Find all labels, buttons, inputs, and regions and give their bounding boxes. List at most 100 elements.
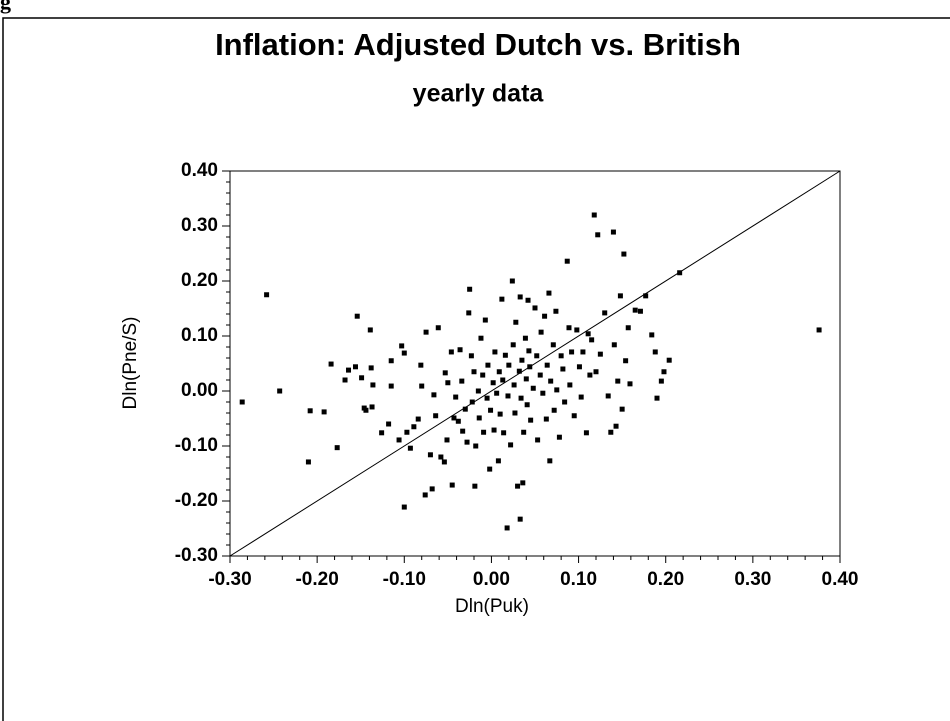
point [418,362,424,368]
point [625,325,631,331]
point [422,492,428,498]
point [553,308,559,314]
point [520,480,526,486]
point [508,442,514,448]
point [442,370,448,376]
point [464,439,470,445]
point [471,369,477,375]
point [494,390,500,396]
point [496,369,502,375]
point [605,393,611,399]
point [460,428,466,434]
point [277,388,283,394]
point [621,251,627,257]
y-tick-label: 0.40 [181,160,218,181]
point [473,443,479,449]
point [363,407,369,413]
point [504,525,510,531]
point [658,378,664,384]
point [453,394,459,400]
point [451,415,457,421]
point [352,364,358,370]
point [560,366,566,372]
point [564,258,570,264]
point [528,417,534,423]
point [515,483,521,489]
point [637,308,643,314]
point [602,310,608,316]
point [497,411,503,417]
x-tick-label: -0.30 [208,569,251,590]
point [328,361,334,367]
point [468,353,474,359]
point [354,313,360,319]
point [519,357,525,363]
y-axis-label: Dln(Pne/S) [120,317,141,410]
point [617,293,623,299]
point [491,427,497,433]
point [517,294,523,300]
point [643,293,649,299]
point [369,404,375,410]
x-tick-label: 0.30 [734,569,771,590]
x-tick-label: 0.40 [822,569,859,590]
point [419,383,425,389]
point [438,454,444,460]
point [388,358,394,364]
point [556,434,562,440]
point [449,482,455,488]
point [611,342,617,348]
point [816,327,822,333]
point [506,362,512,368]
point [500,377,506,383]
point [608,429,614,435]
x-tick-label: -0.10 [383,569,426,590]
y-tick-label: 0.30 [181,215,218,236]
point [411,424,417,430]
point [530,385,536,391]
point [485,362,491,368]
point [569,349,575,355]
point [627,381,633,387]
x-tick-label: 0.10 [560,569,597,590]
point [396,437,402,443]
point [482,317,488,323]
point [534,353,540,359]
point [544,362,550,368]
point [535,437,541,443]
x-tick-label: -0.20 [295,569,338,590]
point [431,392,437,398]
point [580,349,586,355]
point [591,212,597,218]
frame [2,17,950,721]
caption-fragment: g [0,0,11,14]
point [433,413,439,419]
point [379,430,385,436]
point [554,387,560,393]
point [527,364,533,370]
x-tick-label: 0.00 [473,569,510,590]
point [574,327,580,333]
point [623,358,629,364]
point [619,406,625,412]
point [472,483,478,489]
point [239,399,245,405]
point [583,430,589,436]
point [593,369,599,375]
point [481,429,487,435]
point [538,329,544,335]
point [459,378,465,384]
point [615,378,621,384]
point [613,423,619,429]
point [525,297,531,303]
point [585,331,591,337]
y-tick-label: -0.20 [175,490,218,511]
point [526,348,532,354]
point [484,395,490,401]
point [587,372,593,378]
x-tick-label: 0.20 [647,569,684,590]
point [550,342,556,348]
point [548,378,554,384]
point [516,368,522,374]
